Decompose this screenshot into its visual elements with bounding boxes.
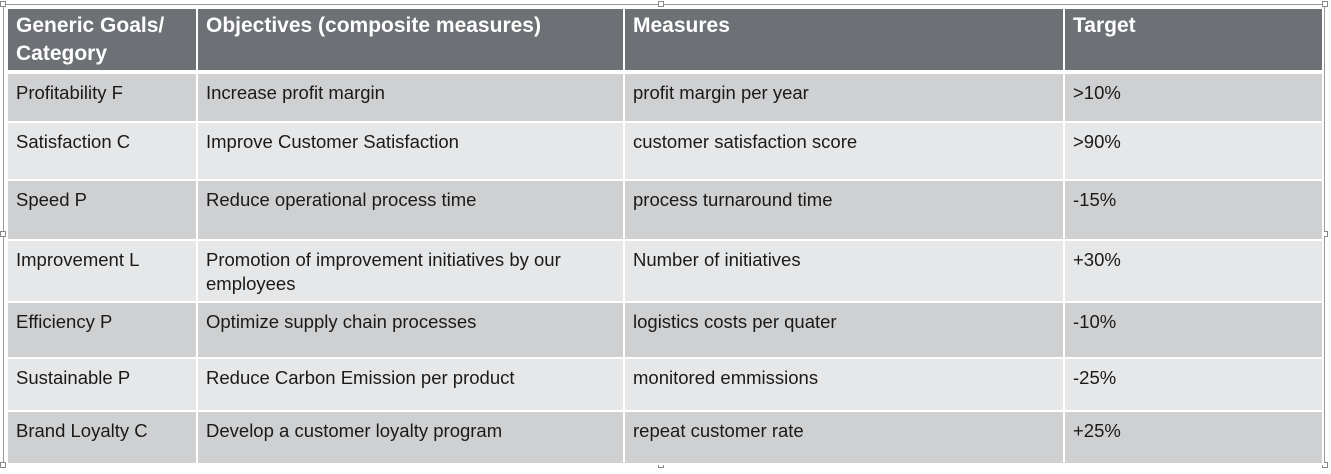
header-target[interactable]: Target — [1063, 7, 1324, 74]
table-row: Improvement L Promotion of improvement i… — [6, 239, 1324, 303]
resize-handle-top-right[interactable] — [1322, 1, 1328, 7]
cell-category[interactable]: Improvement L — [6, 239, 198, 303]
table-row: Speed P Reduce operational process time … — [6, 179, 1324, 241]
cell-measure[interactable]: monitored emmissions — [623, 357, 1065, 412]
resize-handle-top-center[interactable] — [658, 1, 664, 7]
cell-target[interactable]: +30% — [1063, 239, 1324, 303]
cell-category[interactable]: Sustainable P — [6, 357, 198, 412]
table-row: Satisfaction C Improve Customer Satisfac… — [6, 121, 1324, 181]
cell-objective[interactable]: Optimize supply chain processes — [196, 301, 625, 359]
cell-measure[interactable]: logistics costs per quater — [623, 301, 1065, 359]
resize-handle-top-left[interactable] — [0, 1, 6, 7]
cell-objective[interactable]: Improve Customer Satisfaction — [196, 121, 625, 181]
cell-category[interactable]: Speed P — [6, 179, 198, 241]
cell-objective[interactable]: Promotion of improvement initiatives by … — [196, 239, 625, 303]
cell-category[interactable]: Brand Loyalty C — [6, 410, 198, 465]
table-row: Profitability F Increase profit margin p… — [6, 71, 1324, 123]
balanced-scorecard-table: Generic Goals/ Category Objectives (comp… — [6, 7, 1324, 465]
header-category[interactable]: Generic Goals/ Category — [6, 7, 198, 74]
resize-handle-bottom-left[interactable] — [0, 462, 6, 468]
cell-target[interactable]: >90% — [1063, 121, 1324, 181]
cell-objective[interactable]: Develop a customer loyalty program — [196, 410, 625, 465]
table-row: Efficiency P Optimize supply chain proce… — [6, 301, 1324, 359]
table-header-row: Generic Goals/ Category Objectives (comp… — [6, 7, 1324, 74]
table-row: Sustainable P Reduce Carbon Emission per… — [6, 357, 1324, 412]
cell-measure[interactable]: Number of initiatives — [623, 239, 1065, 303]
cell-measure[interactable]: profit margin per year — [623, 71, 1065, 123]
resize-handle-bottom-right[interactable] — [1322, 462, 1328, 468]
cell-objective[interactable]: Reduce operational process time — [196, 179, 625, 241]
cell-target[interactable]: -25% — [1063, 357, 1324, 412]
cell-objective[interactable]: Increase profit margin — [196, 71, 625, 123]
table-row: Brand Loyalty C Develop a customer loyal… — [6, 410, 1324, 465]
cell-target[interactable]: +25% — [1063, 410, 1324, 465]
cell-target[interactable]: -15% — [1063, 179, 1324, 241]
cell-category[interactable]: Efficiency P — [6, 301, 198, 359]
header-objectives[interactable]: Objectives (composite measures) — [196, 7, 625, 74]
cell-measure[interactable]: process turnaround time — [623, 179, 1065, 241]
cell-target[interactable]: -10% — [1063, 301, 1324, 359]
cell-measure[interactable]: repeat customer rate — [623, 410, 1065, 465]
cell-category[interactable]: Profitability F — [6, 71, 198, 123]
cell-category[interactable]: Satisfaction C — [6, 121, 198, 181]
resize-handle-middle-left[interactable] — [0, 231, 6, 237]
cell-target[interactable]: >10% — [1063, 71, 1324, 123]
cell-objective[interactable]: Reduce Carbon Emission per product — [196, 357, 625, 412]
header-measures[interactable]: Measures — [623, 7, 1065, 74]
cell-measure[interactable]: customer satisfaction score — [623, 121, 1065, 181]
